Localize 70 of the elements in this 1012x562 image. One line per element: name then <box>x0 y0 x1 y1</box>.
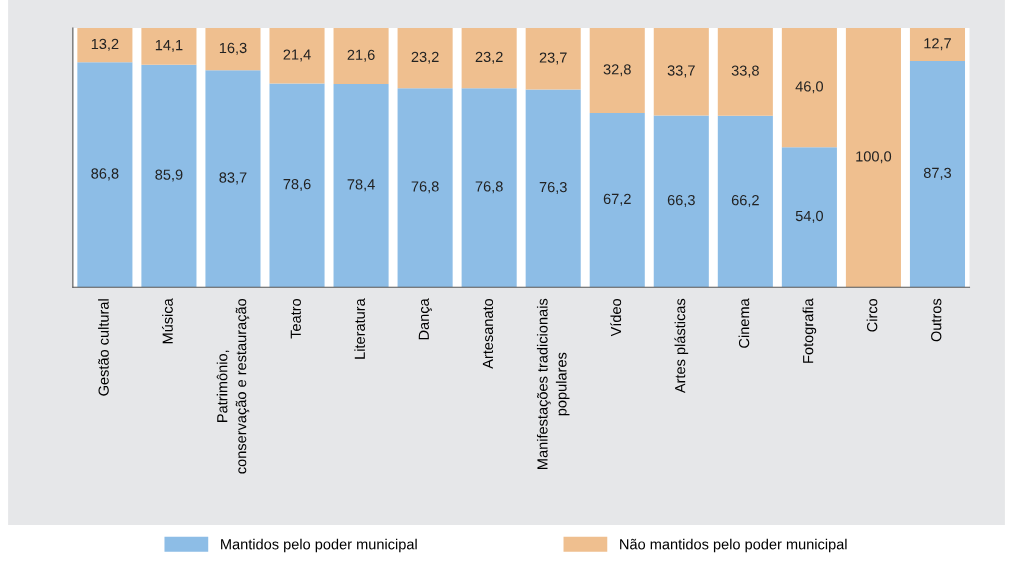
data-label: 86,8 <box>91 168 119 181</box>
bar <box>333 28 389 85</box>
x-tick-label: Literatura <box>354 298 365 359</box>
bar <box>269 83 325 288</box>
legend-label: Mantidos pelo poder municipal <box>221 538 417 553</box>
data-label: 46,0 <box>795 81 824 94</box>
bar <box>77 28 133 63</box>
bar <box>461 88 517 288</box>
bar <box>653 115 709 288</box>
data-label: 14,1 <box>155 40 183 52</box>
data-label: 78,4 <box>347 179 375 192</box>
data-label: 33,8 <box>731 65 759 78</box>
bar <box>717 115 773 288</box>
data-label: 85,9 <box>155 169 183 182</box>
x-tick-label: Manifestações tradicionais populares <box>536 298 570 469</box>
bar <box>909 28 966 61</box>
x-tick-label: Cinema <box>738 298 750 348</box>
x-tick-label: Gestão cultural <box>98 299 109 396</box>
data-label: 87,3 <box>923 167 952 180</box>
bar <box>205 28 261 71</box>
data-label: 66,3 <box>667 194 695 207</box>
x-tick-label: Teatro <box>290 298 301 339</box>
data-label: 23,7 <box>539 52 567 65</box>
bar <box>141 64 197 288</box>
bar <box>397 28 453 89</box>
x-tick-label: Dança <box>418 298 432 340</box>
bar <box>333 84 389 288</box>
data-label: 13,2 <box>91 38 119 51</box>
bar <box>269 28 325 84</box>
bar <box>909 61 966 288</box>
bar <box>589 28 645 114</box>
x-tick-label: Artes plásticas <box>674 298 689 394</box>
data-label: 76,8 <box>475 181 503 194</box>
bar <box>77 62 133 288</box>
bar <box>653 28 709 116</box>
data-label: 33,7 <box>667 65 695 78</box>
x-tick-label: Fotografia <box>802 298 817 363</box>
bar <box>461 28 517 89</box>
data-label: 83,7 <box>219 172 247 185</box>
bar <box>589 113 645 288</box>
bar <box>525 28 581 90</box>
data-label: 100,0 <box>856 151 892 164</box>
bar <box>525 89 581 288</box>
data-label: 76,3 <box>539 181 567 194</box>
x-tick-label: Vídeo <box>610 298 622 337</box>
data-label: 21,6 <box>347 49 375 62</box>
data-label: 21,4 <box>283 49 311 62</box>
data-label: 12,7 <box>924 38 951 51</box>
x-tick-label: Outros <box>931 298 942 342</box>
bar <box>141 28 197 65</box>
bar <box>845 28 901 288</box>
bar <box>205 70 261 288</box>
data-label: 23,2 <box>411 51 439 64</box>
data-label: 32,8 <box>603 64 631 77</box>
data-label: 54,0 <box>795 210 824 223</box>
data-label: 23,2 <box>475 51 503 64</box>
data-label: 78,6 <box>283 178 311 191</box>
data-label: 76,8 <box>411 181 439 194</box>
data-label: 66,2 <box>731 195 759 208</box>
data-label: 16,3 <box>219 42 247 55</box>
bar <box>717 28 773 116</box>
legend-label: Não mantidos pelo poder municipal <box>620 538 847 553</box>
bar <box>397 88 453 288</box>
bar <box>781 28 837 148</box>
data-label: 67,2 <box>603 193 631 206</box>
x-tick-label: Artesanato <box>482 298 494 369</box>
x-tick-label: Circo <box>866 298 878 332</box>
bar <box>781 147 837 288</box>
x-tick-label: Música <box>161 298 173 344</box>
x-tick-label: Patrimônio, conservação e restauração <box>216 298 250 474</box>
